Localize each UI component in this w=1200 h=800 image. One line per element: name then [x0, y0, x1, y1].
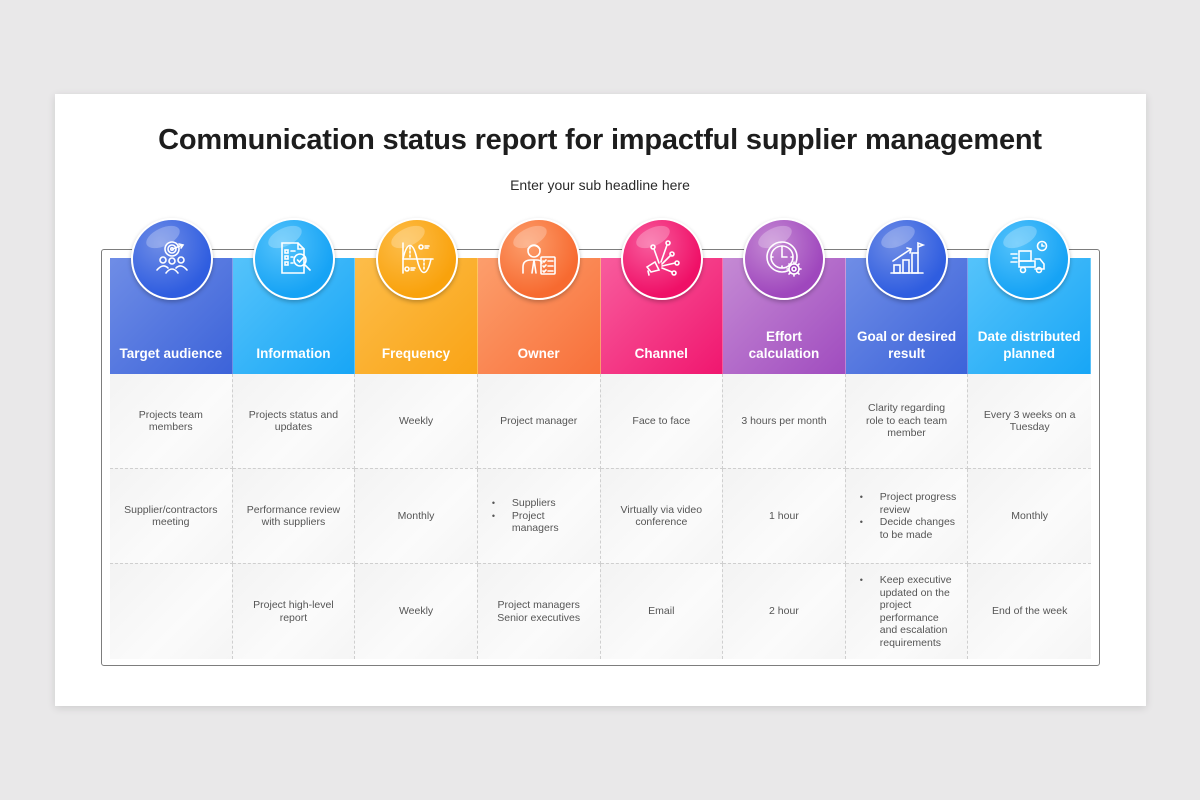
- megaphone-network-icon: [645, 240, 680, 276]
- bullet-list: Keep executive updated on the project pe…: [860, 574, 958, 649]
- clock-gear-icon: [766, 241, 802, 277]
- table-cell: 1 hour: [723, 469, 846, 564]
- table-cell: Project progress review Decide changes t…: [845, 469, 969, 564]
- table-cell: Clarity regarding role to each team memb…: [845, 374, 969, 469]
- icon-badge-effort: [743, 218, 825, 300]
- status-table: Target audience Information Frequency Ow…: [110, 258, 1091, 659]
- delivery-truck-clock-icon: [1010, 240, 1048, 274]
- table-cell: Performance review with suppliers: [232, 469, 356, 564]
- column-header-label: Target audience: [119, 346, 223, 361]
- bullet-item: Decide changes to be made: [860, 516, 958, 541]
- icon-badge-goal: [866, 218, 948, 300]
- table-cell: End of the week: [968, 564, 1091, 659]
- sine-wave-icon: [402, 242, 434, 274]
- bullet-list: Suppliers Project managers: [492, 497, 577, 535]
- cell-line: Senior executives: [497, 611, 581, 624]
- table-cell: 3 hours per month: [723, 374, 846, 469]
- table-cell: Keep executive updated on the project pe…: [845, 564, 969, 659]
- column-header-label: Channel: [634, 346, 688, 361]
- table-cell: Every 3 weeks on a Tuesday: [968, 374, 1091, 469]
- table-cell: Monthly: [968, 469, 1091, 564]
- icon-badge-date-distributed: [988, 218, 1070, 300]
- table-cell: Projects team members: [110, 374, 233, 469]
- table-cell: Projects status and updates: [232, 374, 356, 469]
- column-header-label: Goal or desired result: [857, 329, 957, 361]
- table-cell: Virtually via video conference: [600, 469, 724, 564]
- cell-line: Project managers: [497, 599, 580, 611]
- page-subtitle: Enter your sub headline here: [510, 177, 690, 193]
- table-cell: Suppliers Project managers: [477, 469, 601, 564]
- icon-badge-target-audience: [131, 218, 213, 300]
- page-title: Communication status report for impactfu…: [158, 124, 1042, 156]
- column-header-label: Information: [256, 346, 331, 361]
- table-cell: Project high-level report: [232, 564, 356, 659]
- column-header-label: Date distributed planned: [977, 329, 1081, 361]
- column-header-label: Effort calculation: [748, 329, 820, 361]
- bullet-item: Suppliers: [492, 497, 577, 510]
- table-cell: Monthly: [355, 469, 478, 564]
- icon-badge-owner: [498, 218, 580, 300]
- bullet-item: Project managers: [492, 510, 577, 535]
- bullet-item: Project progress review: [860, 491, 958, 516]
- icon-badge-channel: [621, 218, 703, 300]
- icon-badge-information: [253, 218, 335, 300]
- column-header-label: Frequency: [381, 346, 451, 361]
- growth-chart-flag-icon: [890, 241, 926, 274]
- column-header-label: Owner: [517, 346, 560, 361]
- table-cell: Weekly: [355, 374, 478, 469]
- table-cell: Email: [600, 564, 724, 659]
- table-cell: Project managers Senior executives: [477, 564, 601, 659]
- table-cell: Weekly: [355, 564, 478, 659]
- table-cell: 2 hour: [723, 564, 846, 659]
- icon-badge-frequency: [376, 218, 458, 300]
- table-cell: Supplier/contractors meeting: [110, 469, 233, 564]
- bullet-list: Project progress review Decide changes t…: [860, 491, 958, 541]
- table-cell: Face to face: [600, 374, 724, 469]
- column-header-frequency: Frequency: [355, 258, 478, 374]
- table-cell: [110, 564, 233, 659]
- manager-checklist-icon: [522, 244, 556, 275]
- bullet-item: Keep executive updated on the project pe…: [860, 574, 958, 649]
- document-search-icon: [281, 242, 311, 274]
- table-cell: Project manager: [477, 374, 601, 469]
- target-audience-icon: [156, 241, 188, 274]
